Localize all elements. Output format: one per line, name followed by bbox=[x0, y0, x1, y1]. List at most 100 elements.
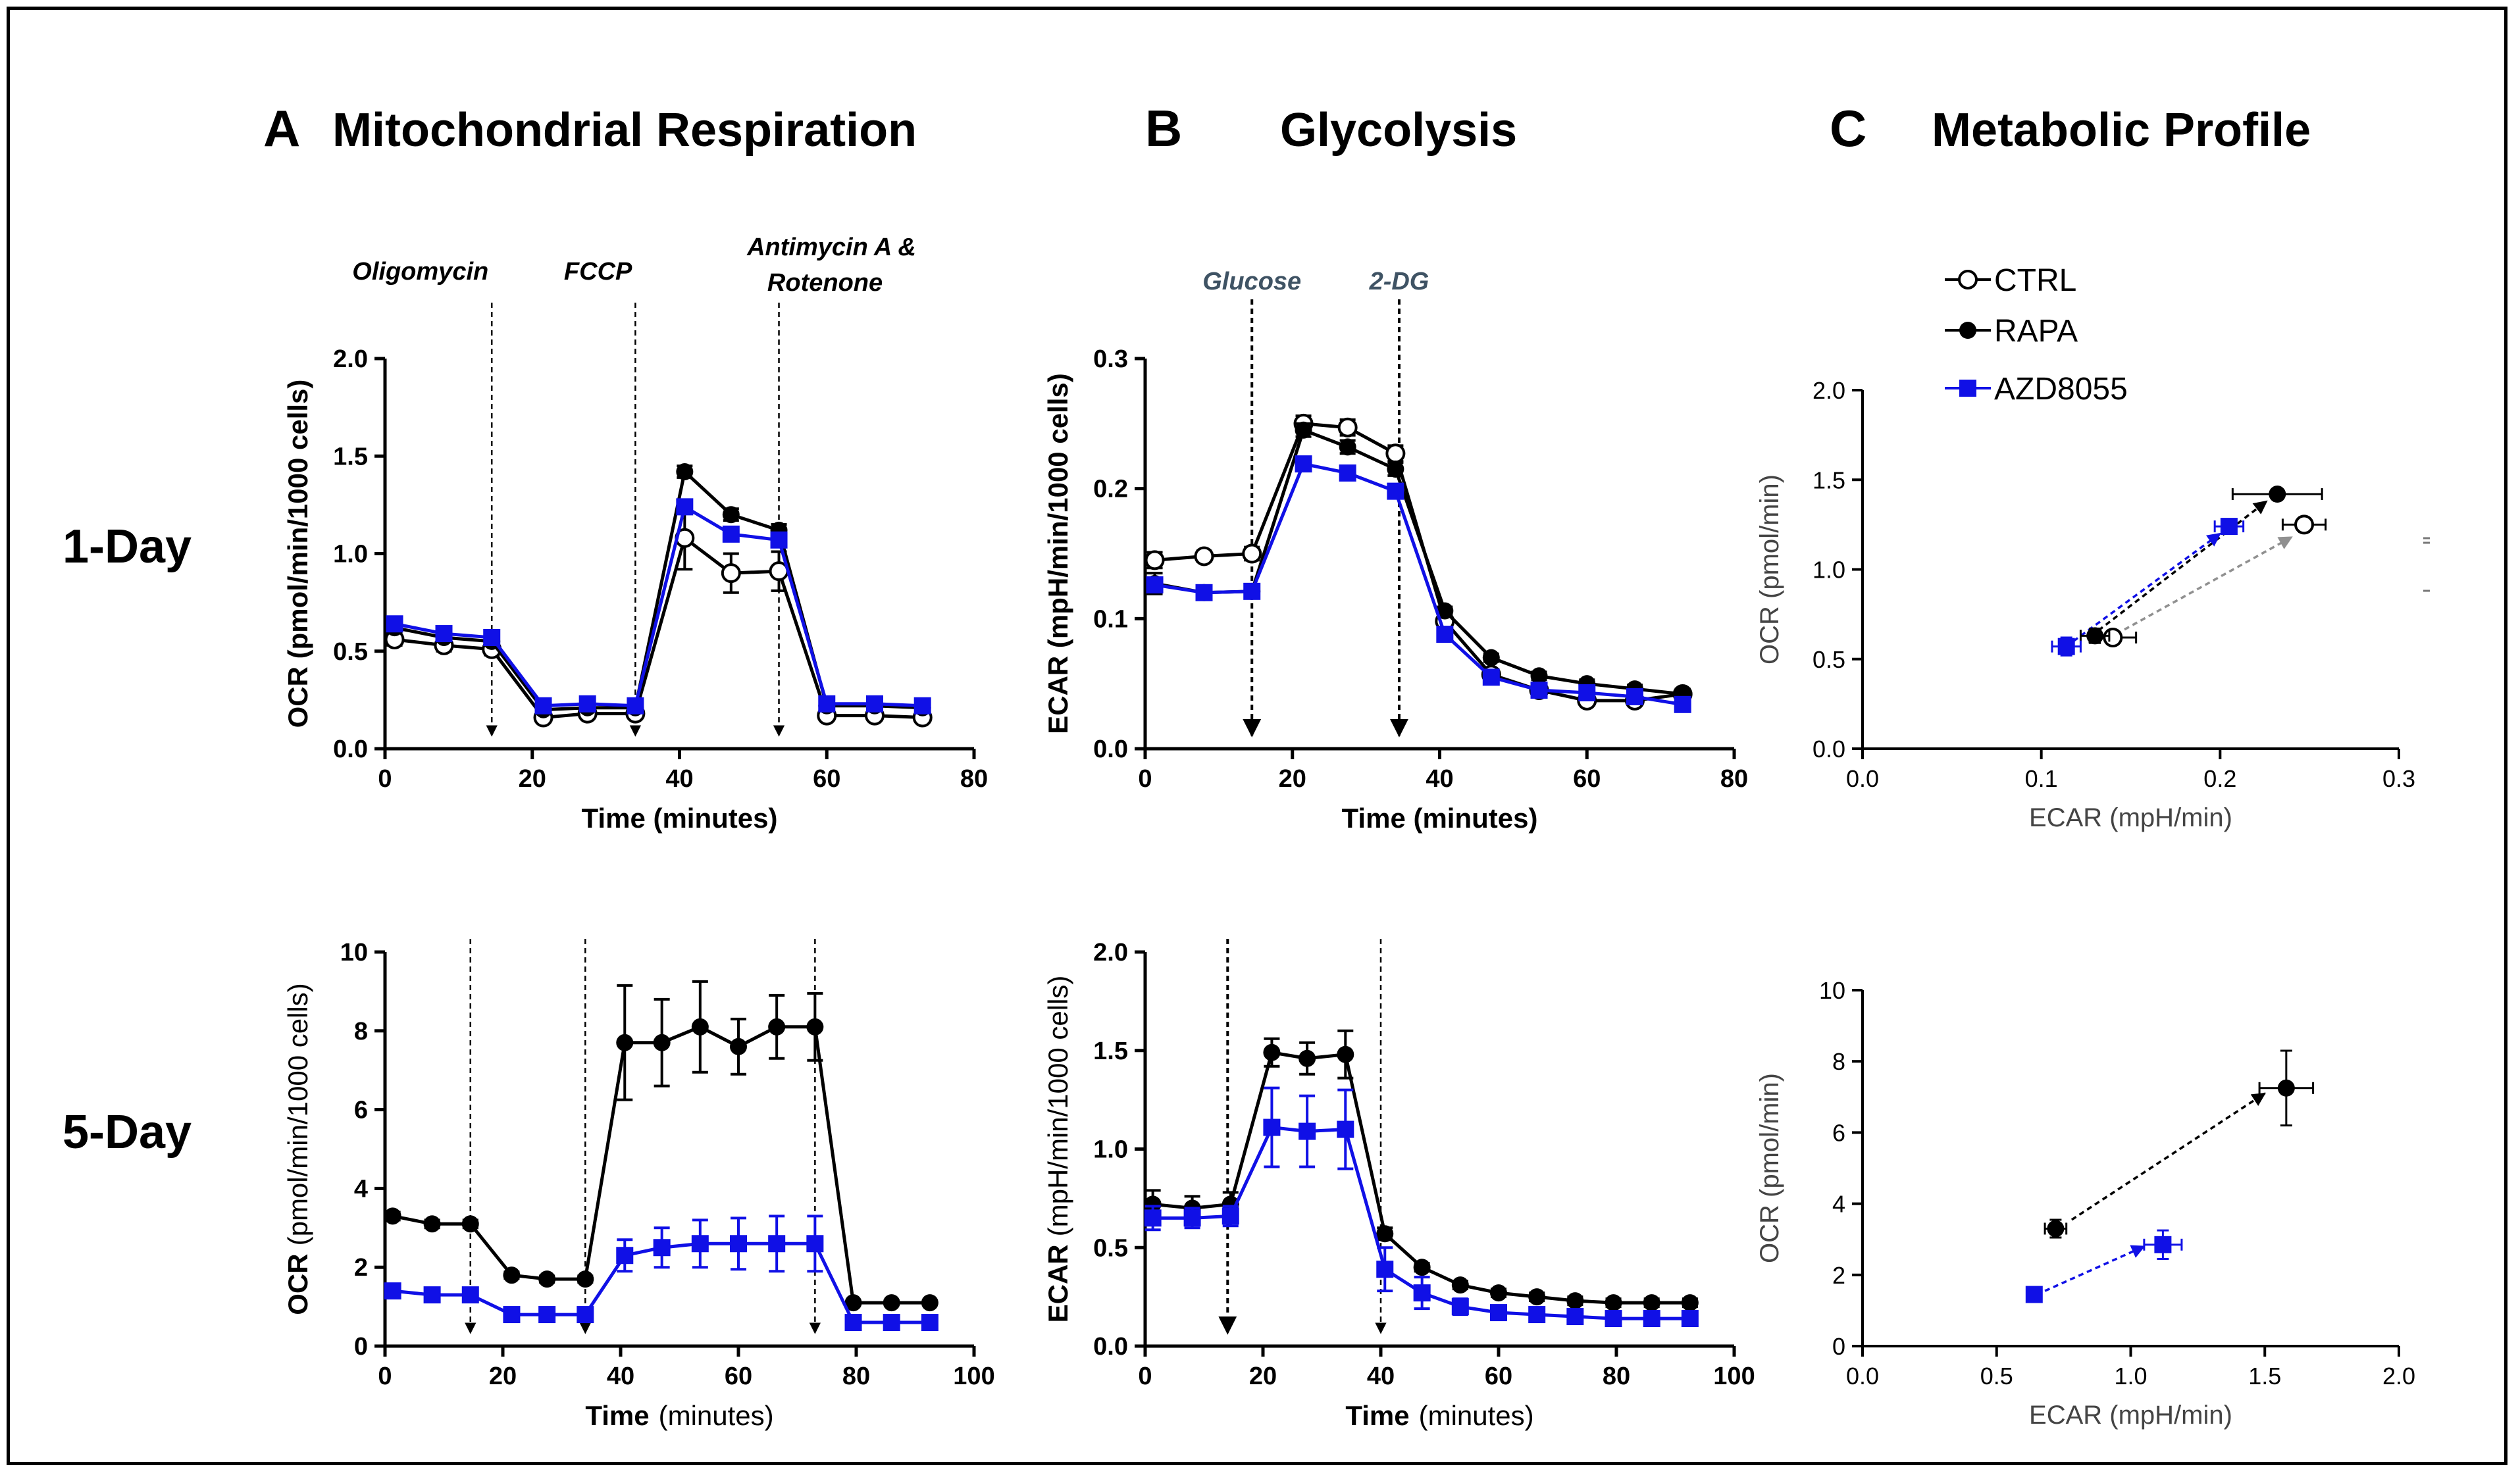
series-rapa bbox=[384, 980, 939, 1312]
scatter-point-ctrl-basal bbox=[2103, 628, 2123, 648]
x-tick-label: 100 bbox=[953, 1363, 994, 1390]
legend-marker-ctrl bbox=[1958, 270, 1978, 289]
data-point-azd8055 bbox=[423, 1286, 441, 1304]
data-point-azd8055 bbox=[676, 498, 694, 516]
data-point-rapa bbox=[1436, 602, 1454, 620]
y-axis-title-main: OCR bbox=[282, 1253, 313, 1315]
data-point-rapa bbox=[1144, 1195, 1162, 1213]
x-tick-label: 40 bbox=[665, 765, 693, 793]
y-tick-label: 2.0 bbox=[1813, 377, 1845, 404]
data-point-azd8055 bbox=[883, 1314, 900, 1332]
y-tick-label: 4 bbox=[1832, 1191, 1845, 1218]
x-tick-label: 80 bbox=[842, 1363, 870, 1390]
x-tick-label: 80 bbox=[1603, 1363, 1630, 1390]
x-tick-label: 0.2 bbox=[2203, 765, 2236, 792]
series-azd8055 bbox=[386, 498, 931, 714]
y-tick-label: 1.5 bbox=[1093, 1038, 1128, 1065]
series-azd8055 bbox=[1146, 455, 1691, 713]
data-point-azd8055 bbox=[653, 1239, 671, 1257]
series-line-rapa bbox=[394, 468, 923, 712]
data-point-azd8055 bbox=[770, 531, 788, 549]
data-point-azd8055 bbox=[1578, 684, 1596, 702]
y-tick-label: 6 bbox=[354, 1097, 368, 1124]
chart-1day-metabolic-profile: 0.0 0.1 0.2 0.3 0.0 0.5 1.0 1.5 2.0 ECAR (mpH/min… bbox=[1755, 377, 2415, 832]
injection-label: Oligomycin bbox=[352, 258, 488, 286]
data-point-azd8055 bbox=[1681, 1310, 1699, 1328]
x-tick-label: 20 bbox=[519, 765, 546, 793]
data-point-rapa bbox=[503, 1266, 521, 1284]
x-axis-title-main: Time bbox=[585, 1400, 649, 1431]
y-tick-label: 1.5 bbox=[333, 443, 368, 470]
y-tick-label: 10 bbox=[1819, 977, 1845, 1004]
x-axis-title-suffix: (minutes) bbox=[1419, 1400, 1534, 1431]
scatter-point-rapa-basal bbox=[2086, 627, 2104, 645]
data-point-azd8055 bbox=[461, 1286, 479, 1304]
data-point-azd8055 bbox=[1337, 1120, 1354, 1138]
data-point-azd8055 bbox=[1183, 1209, 1201, 1227]
data-point-rapa bbox=[1299, 1049, 1316, 1067]
data-point-rapa bbox=[577, 1270, 594, 1288]
injection-label: Antimycin A & bbox=[746, 234, 916, 261]
x-tick-label: 0.5 bbox=[1980, 1363, 2013, 1390]
x-tick-label: 0 bbox=[378, 1363, 392, 1390]
data-point-rapa bbox=[1490, 1284, 1507, 1302]
data-point-ctrl bbox=[1337, 417, 1358, 438]
y-tick-label: 0.3 bbox=[1093, 345, 1128, 373]
data-point-azd8055 bbox=[435, 625, 453, 643]
y-tick-label: 0.5 bbox=[333, 638, 368, 666]
data-point-azd8055 bbox=[1566, 1308, 1584, 1326]
x-tick-label: 0 bbox=[1138, 1363, 1152, 1390]
scatter-point-azd8055-basal bbox=[2057, 638, 2075, 655]
data-point-rapa bbox=[1376, 1225, 1394, 1243]
x-tick-label: 0 bbox=[1138, 765, 1152, 793]
x-axis-title-suffix: (minutes) bbox=[659, 1400, 774, 1431]
x-axis-title: Time (minutes) bbox=[582, 803, 778, 834]
y-axis-title: OCR (pmol/min) bbox=[1755, 1073, 1784, 1263]
data-point-rapa bbox=[1295, 421, 1312, 439]
trend-arrow bbox=[2044, 1245, 2146, 1292]
y-tick-label: 1.0 bbox=[1093, 1136, 1128, 1164]
injection-label: Rotenone bbox=[767, 269, 883, 297]
scatter-point-azd8055-stressed bbox=[2220, 518, 2238, 536]
trend-arrow bbox=[2070, 1092, 2267, 1221]
data-point-azd8055 bbox=[722, 525, 740, 543]
data-point-azd8055 bbox=[1299, 1122, 1316, 1140]
x-tick-label: 100 bbox=[1713, 1363, 1755, 1390]
y-tick-label: 0.0 bbox=[1813, 736, 1845, 763]
y-axis-title-main: ECAR bbox=[1042, 1244, 1073, 1322]
legend-item-ctrl: CTRL bbox=[1945, 263, 2076, 298]
data-point-azd8055 bbox=[730, 1235, 747, 1253]
x-tick-label: 1.5 bbox=[2248, 1363, 2281, 1390]
chart-1day-glycolysis: 0 20 40 60 80 0.0 0.1 0.2 0.3 Time (minutes) ECAR … bbox=[1042, 268, 1748, 834]
y-tick-label: 1.5 bbox=[1813, 466, 1845, 493]
y-axis-title-main: OCR (pmol/min/1000 cells) bbox=[282, 380, 313, 728]
y-tick-label: 0.0 bbox=[333, 736, 368, 763]
data-point-azd8055 bbox=[913, 697, 931, 714]
data-point-azd8055 bbox=[1482, 668, 1500, 686]
panel-letter-b: B bbox=[1145, 99, 1182, 157]
x-axis-title: Time (minutes) bbox=[1345, 1400, 1533, 1431]
x-tick-label: 1.0 bbox=[2114, 1363, 2147, 1390]
data-point-azd8055 bbox=[1387, 482, 1404, 500]
x-tick-label: 20 bbox=[489, 1363, 517, 1390]
y-tick-label: 0 bbox=[354, 1333, 368, 1361]
series-line-ctrl bbox=[394, 535, 923, 720]
panel-title-b: Glycolysis bbox=[1280, 104, 1517, 157]
data-point-azd8055 bbox=[538, 1306, 556, 1324]
data-point-azd8055 bbox=[818, 695, 836, 713]
legend-marker-azd8055 bbox=[1959, 380, 1976, 397]
y-axis-title: OCR (pmol/min/1000 cells) bbox=[282, 380, 313, 728]
data-point-rapa bbox=[1263, 1043, 1281, 1061]
trend-arrow bbox=[2097, 500, 2268, 632]
data-point-rapa bbox=[423, 1215, 441, 1233]
y-axis-title: OCR (pmol/min/1000 cells) bbox=[282, 983, 313, 1315]
data-point-rapa bbox=[1528, 1288, 1546, 1306]
data-point-azd8055 bbox=[1528, 1306, 1546, 1324]
panel-title-a: Mitochondrial Respiration bbox=[332, 104, 917, 157]
x-tick-label: 60 bbox=[1573, 765, 1601, 793]
x-tick-label: 0.0 bbox=[1846, 1363, 1879, 1390]
data-point-azd8055 bbox=[1376, 1261, 1394, 1278]
series-line-azd8055 bbox=[1154, 462, 1684, 707]
x-axis-title: Time (minutes) bbox=[585, 1400, 773, 1431]
